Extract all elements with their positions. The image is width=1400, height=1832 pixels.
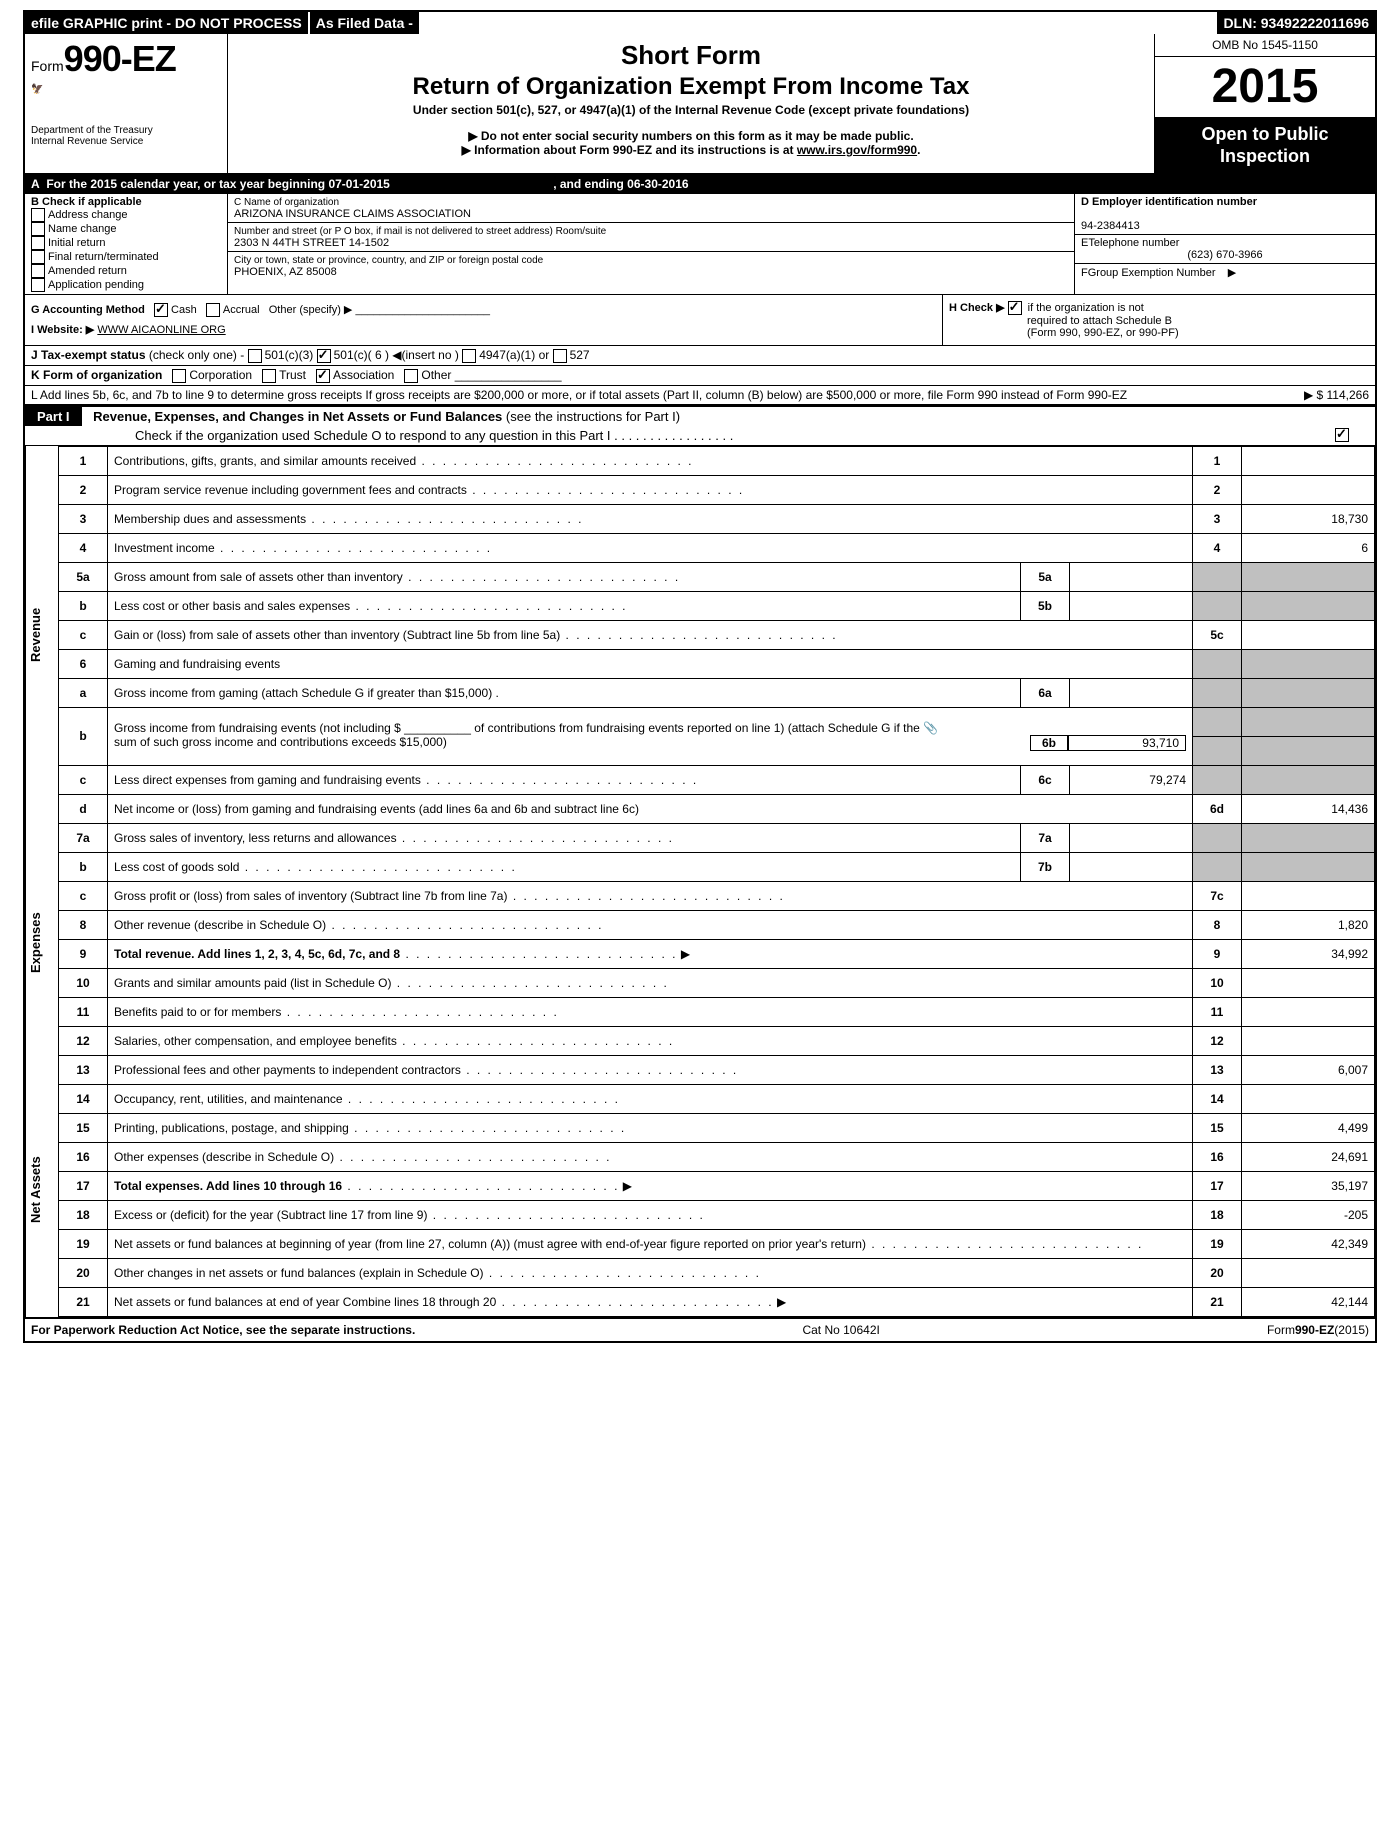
tax-year: 2015 xyxy=(1155,57,1375,118)
line-1: 1Contributions, gifts, grants, and simil… xyxy=(59,446,1375,475)
check-4947[interactable] xyxy=(462,349,476,363)
line-7b: bLess cost of goods sold7b xyxy=(59,852,1375,881)
section-b: B Check if applicable Address change Nam… xyxy=(25,194,228,294)
line-5b: bLess cost or other basis and sales expe… xyxy=(59,591,1375,620)
check-assoc[interactable] xyxy=(316,369,330,383)
line-3: 3Membership dues and assessments318,730 xyxy=(59,504,1375,533)
section-g-h: G Accounting Method Cash Accrual Other (… xyxy=(25,295,1375,346)
line-21: 21Net assets or fund balances at end of … xyxy=(59,1287,1375,1316)
check-amended[interactable] xyxy=(31,264,45,278)
note-ssn: ▶ Do not enter social security numbers o… xyxy=(234,129,1148,143)
note-info: ▶ Information about Form 990-EZ and its … xyxy=(234,143,1148,157)
org-name: ARIZONA INSURANCE CLAIMS ASSOCIATION xyxy=(234,208,471,220)
irs-link[interactable]: www.irs.gov/form990 xyxy=(797,143,917,157)
check-trust[interactable] xyxy=(262,369,276,383)
line-17: 17Total expenses. Add lines 10 through 1… xyxy=(59,1171,1375,1200)
form-page: efile GRAPHIC print - DO NOT PROCESS As … xyxy=(23,10,1377,1343)
part-1-header: Part I Revenue, Expenses, and Changes in… xyxy=(25,405,1375,446)
section-j: J Tax-exempt status (check only one) - 5… xyxy=(25,346,1375,366)
line-7c: cGross profit or (loss) from sales of in… xyxy=(59,881,1375,910)
form-prefix: Form xyxy=(31,58,64,74)
check-pending[interactable] xyxy=(31,278,45,292)
side-revenue: Revenue xyxy=(25,446,59,824)
check-other[interactable] xyxy=(404,369,418,383)
line-11: 11Benefits paid to or for members11 xyxy=(59,997,1375,1026)
line-14: 14Occupancy, rent, utilities, and mainte… xyxy=(59,1084,1375,1113)
line-6: 6Gaming and fundraising events xyxy=(59,649,1375,678)
omb-number: OMB No 1545-1150 xyxy=(1155,34,1375,57)
dept-treasury: Department of the Treasury xyxy=(31,125,221,136)
line-5a: 5aGross amount from sale of assets other… xyxy=(59,562,1375,591)
footer-form: Form990-EZ(2015) xyxy=(1267,1323,1369,1337)
header-right: OMB No 1545-1150 2015 Open to Public Ins… xyxy=(1154,34,1375,173)
line-5c: cGain or (loss) from sale of assets othe… xyxy=(59,620,1375,649)
check-initial[interactable] xyxy=(31,236,45,250)
line-7a: 7aGross sales of inventory, less returns… xyxy=(59,823,1375,852)
section-c: C Name of organization ARIZONA INSURANCE… xyxy=(228,194,1074,294)
line-6b: b Gross income from fundraising events (… xyxy=(59,707,1375,736)
line-4: 4Investment income46 xyxy=(59,533,1375,562)
line-19: 19Net assets or fund balances at beginni… xyxy=(59,1229,1375,1258)
check-schedule-b[interactable] xyxy=(1008,301,1022,315)
org-info-block: B Check if applicable Address change Nam… xyxy=(25,194,1375,295)
website[interactable]: WWW AICAONLINE ORG xyxy=(97,324,225,336)
ein: 94-2384413 xyxy=(1081,220,1140,232)
org-city: PHOENIX, AZ 85008 xyxy=(234,266,337,278)
side-net-assets: Net Assets xyxy=(25,1062,59,1317)
phone: (623) 670-3966 xyxy=(1081,249,1369,261)
line-12: 12Salaries, other compensation, and empl… xyxy=(59,1026,1375,1055)
form-header: Form990-EZ 🦅 Department of the Treasury … xyxy=(25,34,1375,175)
header-center: Short Form Return of Organization Exempt… xyxy=(228,34,1154,173)
form-number: 990-EZ xyxy=(64,38,176,79)
line-2: 2Program service revenue including gover… xyxy=(59,475,1375,504)
side-expenses: Expenses xyxy=(25,824,59,1062)
check-501c[interactable] xyxy=(317,349,331,363)
check-cash[interactable] xyxy=(154,303,168,317)
irs: Internal Revenue Service xyxy=(31,136,221,147)
topbar-mid: As Filed Data - xyxy=(310,12,421,34)
line-8: 8Other revenue (describe in Schedule O)8… xyxy=(59,910,1375,939)
section-a: A For the 2015 calendar year, or tax yea… xyxy=(25,175,1375,194)
check-501c3[interactable] xyxy=(248,349,262,363)
open-to-public: Open to Public Inspection xyxy=(1155,118,1375,173)
check-final[interactable] xyxy=(31,250,45,264)
lines-table: 1Contributions, gifts, grants, and simil… xyxy=(59,446,1375,1317)
line-15: 15Printing, publications, postage, and s… xyxy=(59,1113,1375,1142)
line-9: 9Total revenue. Add lines 1, 2, 3, 4, 5c… xyxy=(59,939,1375,968)
line-20: 20Other changes in net assets or fund ba… xyxy=(59,1258,1375,1287)
line-13: 13Professional fees and other payments t… xyxy=(59,1055,1375,1084)
check-accrual[interactable] xyxy=(206,303,220,317)
section-k: K Form of organization Corporation Trust… xyxy=(25,366,1375,386)
line-10: 10Grants and similar amounts paid (list … xyxy=(59,968,1375,997)
check-address[interactable] xyxy=(31,208,45,222)
line-6d: dNet income or (loss) from gaming and fu… xyxy=(59,794,1375,823)
org-street: 2303 N 44TH STREET 14-1502 xyxy=(234,237,389,249)
top-bar: efile GRAPHIC print - DO NOT PROCESS As … xyxy=(25,12,1375,34)
title-return: Return of Organization Exempt From Incom… xyxy=(234,73,1148,101)
check-corp[interactable] xyxy=(172,369,186,383)
line-6c: cLess direct expenses from gaming and fu… xyxy=(59,765,1375,794)
line-6a: aGross income from gaming (attach Schedu… xyxy=(59,678,1375,707)
section-l: L Add lines 5b, 6c, and 7b to line 9 to … xyxy=(25,386,1375,405)
gross-receipts: ▶ $ 114,266 xyxy=(1209,388,1369,402)
header-left: Form990-EZ 🦅 Department of the Treasury … xyxy=(25,34,228,173)
page-footer: For Paperwork Reduction Act Notice, see … xyxy=(25,1317,1375,1341)
line-18: 18Excess or (deficit) for the year (Subt… xyxy=(59,1200,1375,1229)
line-16: 16Other expenses (describe in Schedule O… xyxy=(59,1142,1375,1171)
subtitle: Under section 501(c), 527, or 4947(a)(1)… xyxy=(234,103,1148,117)
title-short-form: Short Form xyxy=(234,40,1148,71)
topbar-left: efile GRAPHIC print - DO NOT PROCESS xyxy=(25,12,310,34)
footer-left: For Paperwork Reduction Act Notice, see … xyxy=(31,1323,415,1337)
section-d: D Employer identification number 94-2384… xyxy=(1074,194,1375,294)
footer-cat: Cat No 10642I xyxy=(802,1323,879,1337)
check-name[interactable] xyxy=(31,222,45,236)
check-527[interactable] xyxy=(553,349,567,363)
topbar-right: DLN: 93492222011696 xyxy=(1217,12,1375,34)
part-1-body: Revenue Expenses Net Assets 1Contributio… xyxy=(25,446,1375,1317)
check-sched-o[interactable] xyxy=(1335,428,1349,442)
